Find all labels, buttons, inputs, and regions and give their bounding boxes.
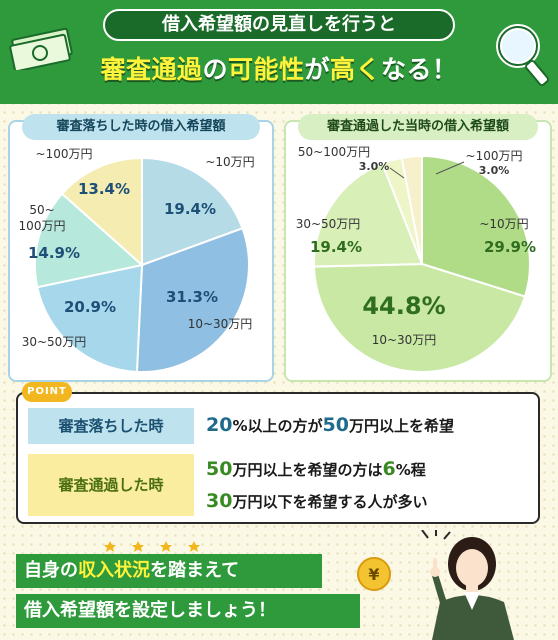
point-approved-label: 審査通過した時 — [28, 454, 194, 516]
svg-text:¥: ¥ — [368, 565, 379, 584]
pie-value-label: 31.3% — [166, 288, 218, 306]
yen-coin-icon: ¥ — [357, 557, 391, 591]
pie-panel-rejected: 審査落ちした時の借入希望額 ~10万円 19.4% 10~30万円 31.3% 30~5… — [8, 114, 274, 382]
money-bill-icon — [9, 27, 73, 70]
point-rejected-text: 20%以上の方が50万円以上を希望 — [206, 414, 454, 436]
pie-category-label: 50~ — [29, 203, 54, 217]
pie-slice-1 — [135, 226, 250, 373]
stars-decoration — [104, 541, 200, 552]
bottom-message-line-1: 自身の収入状況を踏まえて — [16, 554, 322, 588]
point-badge: POINT — [22, 382, 72, 402]
pie-chart-approved: ~10万円 29.9% 10~30万円 44.8% 30~50万円 19.4% 50~100… — [296, 145, 536, 373]
pie-slice-1 — [313, 262, 527, 373]
pie-value-label: 14.9% — [28, 244, 80, 262]
pie-slice-0 — [141, 156, 244, 267]
point-approved-text-2: 30万円以下を希望する人が多い — [206, 490, 428, 512]
pie-category-label: 10~30万円 — [188, 317, 253, 331]
pie-slice-4 — [400, 154, 423, 265]
pie-value-label: 44.8% — [362, 292, 445, 320]
pie-category-label: 30~50万円 — [296, 217, 361, 231]
point-rejected-label: 審査落ちした時 — [28, 408, 194, 444]
header-subtitle: 借入希望額の見直しを行うと — [103, 9, 455, 41]
pie-category-label: ~100万円 — [36, 147, 93, 161]
point-approved-text-1: 50万円以上を希望の方は6%程 — [206, 458, 426, 480]
pie-slice-0 — [421, 154, 531, 298]
pie-value-label: 3.0% — [359, 160, 390, 173]
pie-slice-2 — [313, 162, 424, 268]
pie-chart-rejected: ~10万円 19.4% 10~30万円 31.3% 30~50万円 20.9% 50~ 100… — [19, 147, 255, 373]
pie-category-label: 10~30万円 — [372, 333, 437, 347]
pie-category-label: ~10万円 — [205, 155, 254, 169]
pie-slice-4 — [60, 156, 143, 268]
header-banner: 借入希望額の見直しを行うと 審査通過の可能性が高くなる！ — [0, 0, 558, 104]
pie-value-label: 19.4% — [310, 238, 362, 256]
woman-illustration-icon — [421, 530, 514, 640]
pie-panel-title: 審査落ちした時の借入希望額 — [22, 114, 260, 140]
magnifier-icon — [496, 24, 549, 86]
header-headline: 審査通過の可能性が高くなる！ — [100, 55, 458, 84]
pie-leader-line — [389, 167, 405, 179]
pie-category-label: 100万円 — [19, 219, 66, 233]
pie-value-label: 13.4% — [78, 180, 130, 198]
pie-panel-title: 審査通過した当時の借入希望額 — [298, 114, 538, 140]
pie-panel-approved: 審査通過した当時の借入希望額 ~10万円 29.9% 10~30万円 44.8% 30~… — [284, 114, 552, 382]
pie-value-label: 19.4% — [164, 200, 216, 218]
pie-category-label: 30~50万円 — [22, 335, 87, 349]
pie-category-label: ~10万円 — [479, 217, 528, 231]
pie-slice-2 — [36, 263, 144, 373]
bottom-message-line-2: 借入希望額を設定しましょう！ — [16, 594, 360, 628]
pie-slice-3 — [34, 192, 145, 289]
pie-category-label: ~100万円 — [466, 149, 523, 163]
pie-value-label: 29.9% — [484, 238, 536, 256]
point-summary: POINT 審査落ちした時 20%以上の方が50万円以上を希望 審査通過した時 … — [16, 382, 540, 524]
pie-value-label: 20.9% — [64, 298, 116, 316]
pie-leader-line — [435, 161, 465, 175]
pie-value-label: 3.0% — [479, 164, 510, 177]
pie-category-label: 50~100万円 — [298, 145, 370, 159]
